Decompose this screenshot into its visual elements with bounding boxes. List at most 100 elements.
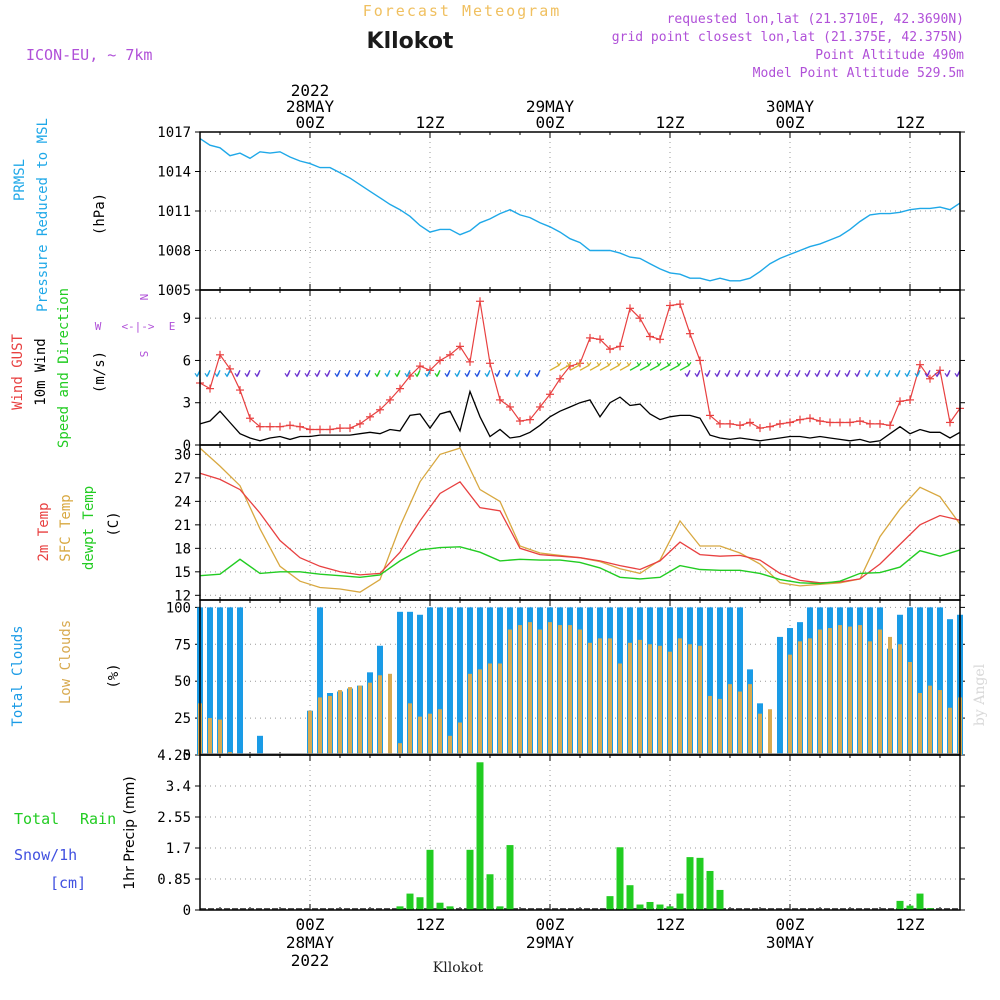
wind-arrow-head [914,372,920,378]
low-cloud-bar [388,673,392,755]
wind-arrow-head [724,372,730,378]
wind-arrow-head [404,372,410,378]
low-cloud-bar [528,622,532,755]
low-cloud-bar [578,629,582,755]
wind-arrow-head [224,372,230,378]
wind-arrow-head [464,372,470,378]
wind-arrow-head [556,361,562,367]
total-cloud-bar [457,607,463,755]
low-cloud-bar [638,639,642,755]
wind-arrow-head [214,372,220,378]
wind-y-tick-label: 0 [183,438,191,454]
low-cloud-bar [718,698,722,755]
wind-arrow-head [764,372,770,378]
wind-arrow-head [804,372,810,378]
low-cloud-bar [538,629,542,755]
precip-frame [199,754,961,911]
rain-bar [416,897,424,910]
low-cloud-bar [668,651,672,755]
rain-bar [476,762,484,910]
total-cloud-bar [417,614,423,755]
temp-y-tick-label: 21 [174,518,191,534]
wind-arrow-head [656,361,662,367]
wind-arrow-head [694,372,700,378]
wind-arrow [569,364,580,371]
bottom-time-label: 00Z [296,915,325,934]
wind-arrow-head [304,372,310,378]
wind-arrow-head [596,361,602,367]
rain-bar [506,845,514,910]
low-cloud-bar [698,645,702,755]
wind-arrow [629,364,640,371]
wind-arrow-head [504,372,510,378]
low-cloud-bar [398,743,402,755]
wind-arrow [619,364,630,371]
wind-arrow-head [844,372,850,378]
low-cloud-bar [928,685,932,755]
rain-bar [676,893,684,910]
temp-y-tick-label: 18 [174,541,191,557]
low-cloud-bar [738,691,742,755]
wind-arrow-head [474,372,480,378]
wind-arrow-head [666,361,672,367]
low-cloud-bar [488,663,492,755]
low-cloud-bar [848,626,852,755]
low-cloud-bar [358,685,362,755]
precip-y-tick-label: 1.7 [166,841,191,857]
wind-arrow-head [514,372,520,378]
wind-arrow [609,364,620,371]
rain-bar [446,906,454,910]
low-clouds-label: Low Clouds [58,620,74,704]
wind-arrow-head [894,372,900,378]
wind-arrow-head [714,372,720,378]
rain-bar [606,896,614,910]
rain-bar [696,857,704,910]
bottom-time-label: 12Z [656,915,685,934]
compass-arrows: <-|-> [121,320,154,333]
low-cloud-bar [468,673,472,755]
low-cloud-bar [858,625,862,755]
wind-arrow-head [834,372,840,378]
model-altitude: Model Point Altitude 529.5m [753,66,964,81]
requested-coords: requested lon,lat (21.3710E, 42.3690N) [667,12,964,27]
wind-arrow-head [874,372,880,378]
total-cloud-bar [207,607,213,755]
rain-bar [436,902,444,910]
total-cloud-bar [437,607,443,755]
temp-y-tick-label: 24 [174,494,191,510]
low-cloud-bar [588,642,592,755]
rain-bar [716,889,724,910]
bottom-time-label: 2022 [291,951,330,970]
total-cloud-bar [947,619,953,755]
low-cloud-bar [558,625,562,755]
low-cloud-bar [548,622,552,755]
precip-y-tick-label: 4.25 [157,748,191,764]
total-cloud-bar [447,607,453,755]
low-cloud-bar [878,629,882,755]
pressure-y-tick-label: 1014 [157,165,191,181]
top-time-label: 29MAY [526,97,575,116]
wind-arrow-head [534,372,540,378]
rain-bar [626,885,634,910]
wind-arrow-head [524,372,530,378]
low-cloud-bar [498,663,502,755]
low-cloud-bar [448,735,452,755]
wind-10m-line [199,389,961,443]
low-cloud-bar [218,719,222,755]
top-time-label: 12Z [896,113,925,132]
low-cloud-bar [328,695,332,755]
top-time-label: 28MAY [286,97,335,116]
wind-frame [199,289,961,446]
pressure-y-tick-label: 1017 [157,125,191,141]
rain-bar [656,904,664,910]
total-clouds-label: Total Clouds [10,625,26,726]
compass-w: W [95,320,102,333]
precip-y-tick-label: 0 [183,903,191,919]
dewpt-temp-line [199,546,961,585]
wind-arrow-head [394,372,400,378]
wind-arrow [549,364,560,371]
bottom-time-label: 12Z [416,915,445,934]
wind-arrow-head [784,372,790,378]
bottom-time-label: 29MAY [526,933,575,952]
meteogram-title: Forecast Meteogram [363,2,562,20]
